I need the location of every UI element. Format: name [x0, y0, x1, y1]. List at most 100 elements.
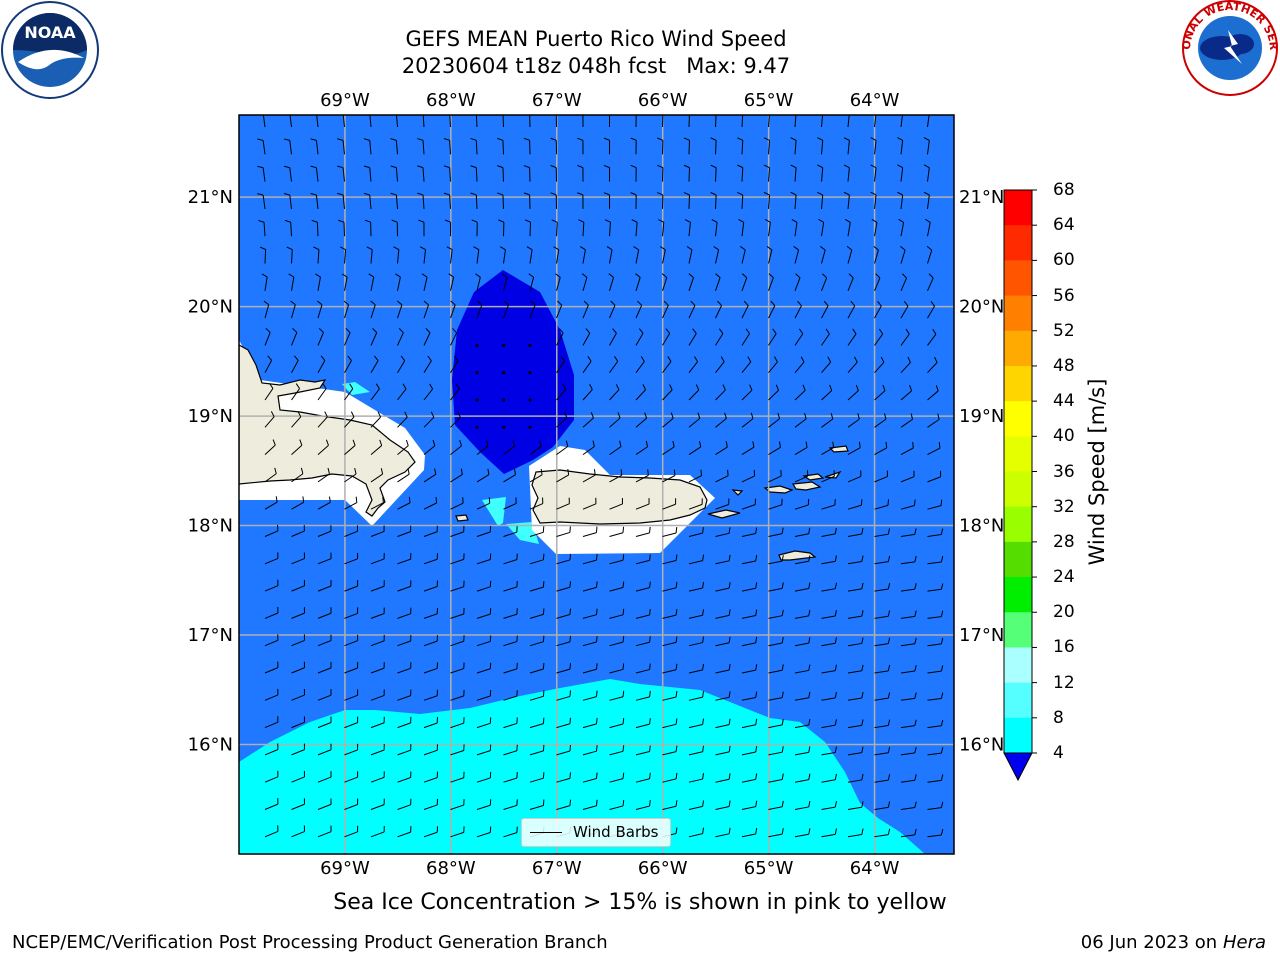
wind-barb	[715, 384, 726, 401]
wind-barb	[660, 246, 666, 264]
wind-barb	[264, 524, 279, 537]
wind-barb	[317, 689, 332, 701]
wind-barb	[503, 497, 517, 510]
wind-barb	[768, 800, 784, 810]
wind-barb	[635, 608, 651, 619]
wind-barb	[264, 634, 279, 647]
wind-barb	[715, 773, 731, 783]
wind-barb	[662, 691, 678, 701]
noaa-logo: NOAA	[1, 1, 99, 99]
wind-barb	[344, 383, 354, 401]
wind-barb	[450, 497, 464, 510]
wind-barb	[310, 138, 319, 155]
wind-barb	[844, 218, 851, 237]
wind-barb	[577, 192, 584, 209]
wind-barb	[870, 191, 877, 209]
wind-barb	[763, 191, 770, 209]
wind-barb	[370, 468, 384, 483]
wind-barb	[635, 636, 651, 647]
wind-barb	[475, 398, 479, 402]
wind-barb	[662, 663, 678, 674]
wind-barb	[874, 273, 881, 291]
lat-label-right: 16°N	[959, 735, 1004, 756]
wind-barb	[927, 385, 939, 401]
wind-barb	[423, 826, 438, 838]
wind-barb	[291, 355, 299, 373]
wind-barb	[688, 773, 705, 783]
wind-barb	[821, 470, 835, 483]
wind-barb	[498, 219, 505, 237]
wind-barb	[821, 582, 837, 592]
wind-barb	[497, 192, 504, 209]
wind-barb	[475, 273, 481, 291]
wind-barb	[847, 441, 861, 456]
wind-barb	[476, 526, 492, 537]
wind-barb	[874, 637, 891, 647]
wind-barb	[794, 664, 811, 674]
wind-barb	[604, 219, 611, 237]
wind-barb	[423, 744, 438, 756]
wind-barb	[556, 468, 570, 483]
wind-barb	[821, 719, 837, 729]
wind-barb	[821, 828, 837, 838]
wind-barb	[926, 246, 933, 264]
wind-barb	[423, 355, 432, 373]
wind-barb	[662, 581, 678, 592]
wind-barb	[847, 719, 864, 729]
wind-barb	[503, 580, 518, 592]
wind-barb	[794, 527, 811, 537]
wind-barb	[317, 634, 332, 647]
wind-12-16-band	[342, 382, 370, 395]
wind-barb	[874, 746, 891, 756]
wind-barb	[291, 689, 305, 701]
wind-barb	[688, 300, 696, 319]
wind-barb	[582, 383, 593, 401]
wind-barb	[470, 137, 478, 155]
wind-barb	[344, 825, 359, 838]
wind-barb	[291, 798, 305, 810]
wind-barb	[264, 496, 278, 510]
wind-barb	[768, 582, 784, 592]
wind-barb	[258, 219, 266, 237]
island	[828, 445, 849, 453]
wind-barb	[715, 718, 731, 729]
lon-label-top: 68°W	[426, 90, 476, 111]
wind-barb	[609, 718, 625, 729]
wind-barb	[370, 496, 384, 510]
wind-barb	[475, 343, 479, 347]
wind-barb	[556, 383, 567, 401]
wind-barb	[768, 828, 784, 838]
wind-barb	[609, 356, 619, 373]
wind-barb	[475, 371, 479, 375]
wind-barb	[688, 469, 703, 483]
wind-barb	[821, 691, 837, 701]
wind-barb	[551, 219, 558, 237]
wind-barb	[662, 356, 672, 374]
colorbar-tick-label: 68	[1053, 180, 1075, 200]
wind-barb	[443, 138, 451, 155]
lon-label-bottom: 68°W	[426, 858, 476, 879]
wind-barb	[688, 412, 701, 428]
wind-barb	[874, 328, 884, 346]
wind-barb	[741, 384, 753, 401]
wind-barb	[927, 774, 944, 783]
wind-barb	[688, 663, 705, 674]
wind-barb	[794, 273, 801, 291]
colorbar-bin	[1004, 260, 1032, 297]
wind-barb	[582, 635, 598, 647]
wind-barb	[927, 470, 942, 483]
wind-barb	[794, 691, 811, 701]
wind-barb	[419, 246, 426, 264]
lat-label-right: 20°N	[959, 297, 1004, 318]
wind-barb	[553, 246, 560, 264]
footer-date: 06 Jun 2023 on Hera	[1081, 932, 1266, 953]
wind-barb	[370, 328, 378, 346]
wind-barb	[556, 581, 572, 592]
wind-barb	[870, 137, 877, 155]
wind-barb	[790, 164, 797, 182]
calm-pocket-below-4	[452, 270, 574, 474]
wind-barb	[847, 773, 864, 783]
colorbar-bin	[1004, 401, 1032, 437]
wind-barb	[741, 746, 758, 756]
wind-barb	[397, 553, 412, 565]
